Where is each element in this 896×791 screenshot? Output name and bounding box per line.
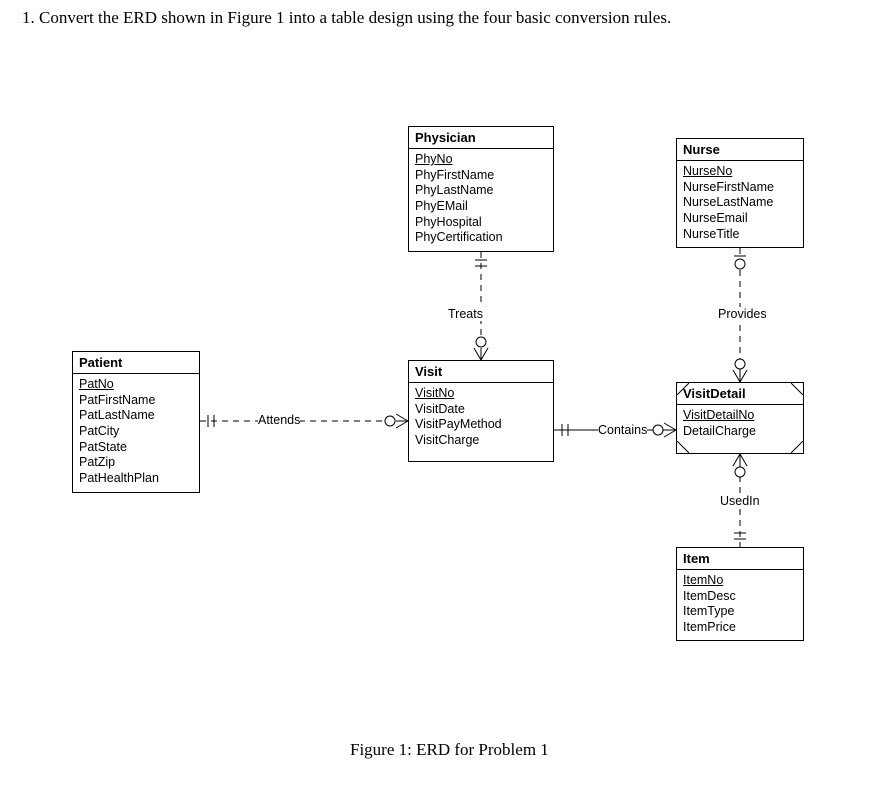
attr: VisitDate (415, 402, 547, 418)
entity-title: Physician (409, 127, 553, 149)
figure-caption: Figure 1: ERD for Problem 1 (350, 740, 549, 760)
attr: PatFirstName (79, 393, 193, 409)
attr: ItemType (683, 604, 797, 620)
entity-title: Item (677, 548, 803, 570)
weak-corner-icon (677, 441, 689, 453)
entity-attrs: VisitNo VisitDate VisitPayMethod VisitCh… (409, 383, 553, 452)
entity-attrs: NurseNo NurseFirstName NurseLastName Nur… (677, 161, 803, 245)
attr: VisitPayMethod (415, 417, 547, 433)
attr: NurseFirstName (683, 180, 797, 196)
attr: PhyHospital (415, 215, 547, 231)
attr: VisitCharge (415, 433, 547, 449)
pk: VisitNo (415, 386, 547, 402)
attr: PhyEMail (415, 199, 547, 215)
attr: PatLastName (79, 408, 193, 424)
rel-label-contains: Contains (598, 423, 647, 437)
entity-visit: Visit VisitNo VisitDate VisitPayMethod V… (408, 360, 554, 462)
attr: PhyLastName (415, 183, 547, 199)
entity-nurse: Nurse NurseNo NurseFirstName NurseLastNa… (676, 138, 804, 248)
entity-title: Patient (73, 352, 199, 374)
entity-visitdetail: VisitDetail VisitDetailNo DetailCharge (676, 382, 804, 454)
entity-title: Visit (409, 361, 553, 383)
weak-corner-icon (791, 441, 803, 453)
entity-attrs: VisitDetailNo DetailCharge (677, 405, 803, 442)
attr: PhyFirstName (415, 168, 547, 184)
attr: DetailCharge (683, 424, 797, 440)
entity-item: Item ItemNo ItemDesc ItemType ItemPrice (676, 547, 804, 641)
attr: PatZip (79, 455, 193, 471)
attr: ItemPrice (683, 620, 797, 636)
attr: PhyCertification (415, 230, 547, 246)
entity-attrs: PhyNo PhyFirstName PhyLastName PhyEMail … (409, 149, 553, 249)
pk: ItemNo (683, 573, 797, 589)
pk: PatNo (79, 377, 193, 393)
attr: PatCity (79, 424, 193, 440)
entity-physician: Physician PhyNo PhyFirstName PhyLastName… (408, 126, 554, 252)
pk: PhyNo (415, 152, 547, 168)
attr: NurseTitle (683, 227, 797, 243)
rel-label-usedin: UsedIn (720, 494, 760, 508)
entity-attrs: PatNo PatFirstName PatLastName PatCity P… (73, 374, 199, 489)
attr: PatState (79, 440, 193, 456)
pk: VisitDetailNo (683, 408, 797, 424)
attr: NurseLastName (683, 195, 797, 211)
rel-label-attends: Attends (258, 413, 300, 427)
rel-label-provides: Provides (718, 307, 767, 321)
attr: PatHealthPlan (79, 471, 193, 487)
attr: ItemDesc (683, 589, 797, 605)
entity-title: Nurse (677, 139, 803, 161)
attr: NurseEmail (683, 211, 797, 227)
entity-attrs: ItemNo ItemDesc ItemType ItemPrice (677, 570, 803, 639)
pk: NurseNo (683, 164, 797, 180)
entity-patient: Patient PatNo PatFirstName PatLastName P… (72, 351, 200, 493)
entity-title: VisitDetail (677, 383, 803, 405)
question-text: 1. Convert the ERD shown in Figure 1 int… (22, 8, 671, 28)
rel-label-treats: Treats (448, 307, 483, 321)
